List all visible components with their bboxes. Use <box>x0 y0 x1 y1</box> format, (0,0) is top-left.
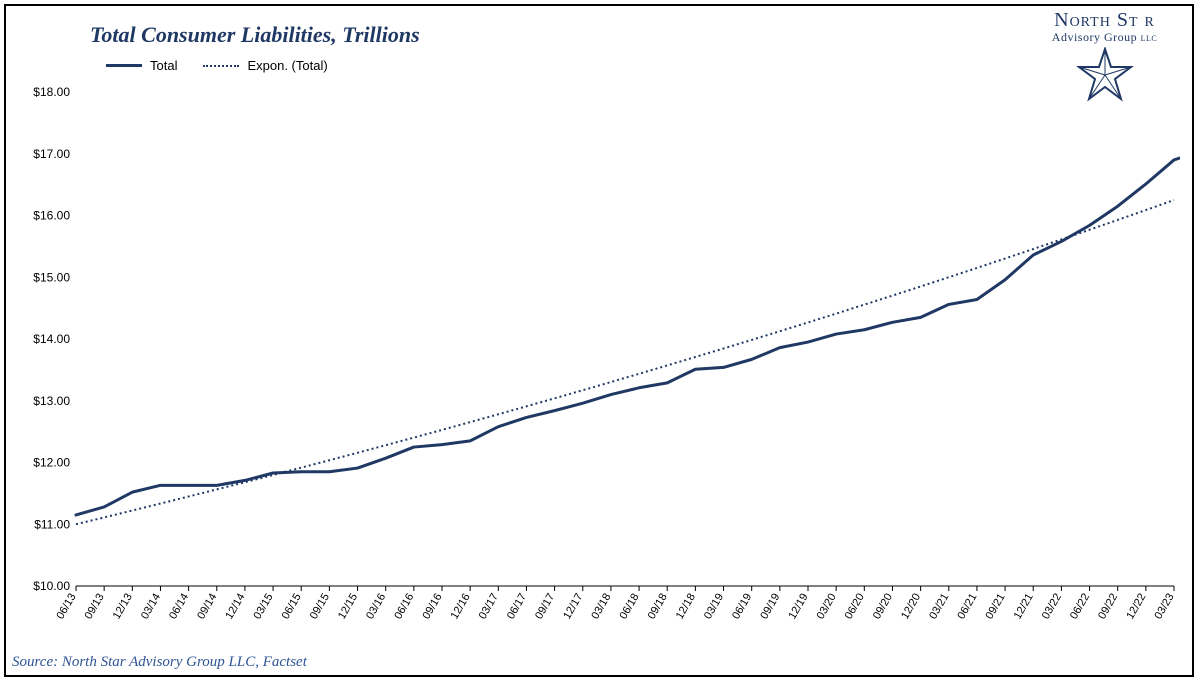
logo-line1: North St r <box>1027 9 1182 32</box>
svg-text:$15.00: $15.00 <box>33 270 70 284</box>
svg-text:$14.00: $14.00 <box>33 332 70 346</box>
svg-text:$12.00: $12.00 <box>33 456 70 470</box>
svg-text:06/22: 06/22 <box>1068 592 1092 622</box>
svg-text:$13.00: $13.00 <box>33 394 70 408</box>
svg-text:12/21: 12/21 <box>1012 591 1036 621</box>
svg-text:03/17: 03/17 <box>477 592 501 622</box>
svg-text:$17.00: $17.00 <box>33 147 70 161</box>
legend-swatch-total <box>106 64 142 67</box>
legend-label-total: Total <box>150 58 177 73</box>
svg-text:09/20: 09/20 <box>871 592 895 622</box>
svg-text:06/14: 06/14 <box>167 592 191 622</box>
legend-item-total: Total <box>106 58 177 73</box>
svg-text:03/22: 03/22 <box>1040 592 1064 622</box>
svg-text:09/17: 09/17 <box>533 592 557 622</box>
legend-swatch-expon <box>203 65 239 67</box>
svg-text:06/18: 06/18 <box>618 592 642 622</box>
svg-text:03/21: 03/21 <box>927 592 951 622</box>
chart-title: Total Consumer Liabilities, Trillions <box>90 22 420 48</box>
svg-text:12/14: 12/14 <box>223 592 247 622</box>
svg-text:$16.00: $16.00 <box>33 209 70 223</box>
svg-text:06/20: 06/20 <box>843 592 867 622</box>
svg-text:09/22: 09/22 <box>1096 592 1120 622</box>
svg-text:$10.00: $10.00 <box>33 579 70 593</box>
svg-text:06/13: 06/13 <box>54 592 78 622</box>
svg-text:09/16: 09/16 <box>420 592 444 622</box>
legend: Total Expon. (Total) <box>106 58 328 73</box>
svg-text:03/19: 03/19 <box>702 592 726 622</box>
svg-text:$18.00: $18.00 <box>33 86 70 99</box>
chart-frame: Total Consumer Liabilities, Trillions To… <box>4 4 1194 677</box>
svg-text:09/19: 09/19 <box>758 592 782 622</box>
svg-text:03/15: 03/15 <box>252 592 276 622</box>
line-chart: $10.00 $11.00 $12.00 $13.00 $14.00 $15.00 $16.… <box>24 86 1180 646</box>
svg-text:06/15: 06/15 <box>280 592 304 622</box>
legend-item-expon: Expon. (Total) <box>203 58 327 73</box>
source-attribution: Source: North Star Advisory Group LLC, F… <box>12 654 307 671</box>
svg-text:06/17: 06/17 <box>505 592 529 622</box>
svg-text:12/22: 12/22 <box>1124 592 1148 622</box>
svg-text:09/21: 09/21 <box>984 592 1008 622</box>
svg-text:$11.00: $11.00 <box>34 517 70 531</box>
svg-text:03/20: 03/20 <box>815 592 839 622</box>
svg-text:12/19: 12/19 <box>786 592 810 622</box>
svg-text:12/16: 12/16 <box>449 592 473 622</box>
svg-text:12/13: 12/13 <box>111 592 135 622</box>
legend-label-expon: Expon. (Total) <box>247 58 327 73</box>
svg-text:03/23: 03/23 <box>1152 592 1176 622</box>
svg-text:09/14: 09/14 <box>195 592 219 622</box>
svg-text:12/20: 12/20 <box>899 592 923 622</box>
chart-area: $10.00 $11.00 $12.00 $13.00 $14.00 $15.00 $16.… <box>24 86 1180 646</box>
svg-text:06/21: 06/21 <box>955 592 979 622</box>
svg-text:12/15: 12/15 <box>336 592 360 622</box>
svg-text:06/16: 06/16 <box>392 592 416 622</box>
svg-text:09/18: 09/18 <box>646 592 670 622</box>
svg-text:03/14: 03/14 <box>139 592 163 622</box>
svg-text:03/18: 03/18 <box>589 592 613 622</box>
logo-line2: Advisory Group LLC <box>1027 30 1182 45</box>
svg-text:12/18: 12/18 <box>674 592 698 622</box>
svg-text:06/19: 06/19 <box>730 592 754 622</box>
svg-text:03/16: 03/16 <box>364 592 388 622</box>
svg-text:12/17: 12/17 <box>561 592 585 622</box>
svg-text:09/15: 09/15 <box>308 592 332 622</box>
svg-text:09/13: 09/13 <box>83 592 107 622</box>
